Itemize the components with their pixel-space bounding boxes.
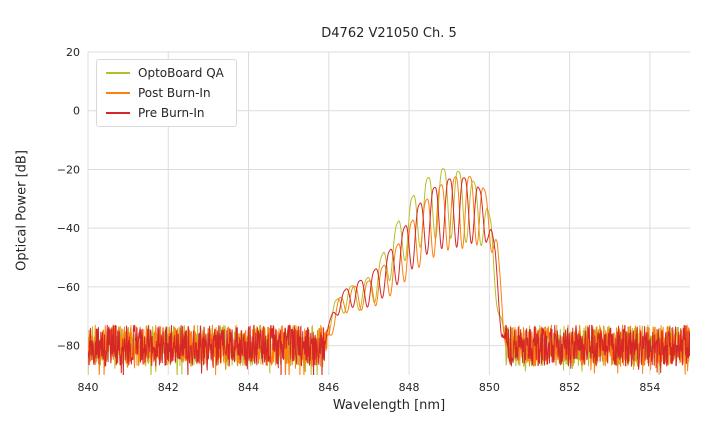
x-tick-label: 852 — [559, 381, 580, 394]
x-axis-label: Wavelength [nm] — [332, 398, 446, 413]
legend-label: Post Burn-In — [138, 86, 211, 100]
y-tick-label: −80 — [57, 340, 80, 353]
series-line — [88, 177, 690, 375]
grid — [87, 51, 690, 375]
y-tick-label: 0 — [73, 105, 80, 118]
y-axis-label: Optical Power [dB] — [14, 150, 30, 271]
legend-label: OptoBoard QA — [138, 66, 224, 80]
x-tick-label: 840 — [78, 381, 99, 394]
legend-item: Post Burn-In — [106, 86, 224, 100]
x-tick-label: 850 — [479, 381, 500, 394]
legend-line-swatch — [106, 72, 130, 74]
legend-item: OptoBoard QA — [106, 66, 224, 80]
x-tick-label: 854 — [639, 381, 660, 394]
legend: OptoBoard QA Post Burn-In Pre Burn-In — [96, 59, 237, 127]
legend-line-swatch — [106, 92, 130, 94]
tick-labels: 840 842 844 846 848 850 852 854 20 0 −20 −40 −60 −80 — [57, 46, 661, 394]
x-tick-label: 846 — [318, 381, 339, 394]
y-tick-label: −40 — [57, 222, 80, 235]
legend-line-swatch — [106, 112, 130, 114]
x-tick-label: 844 — [238, 381, 259, 394]
series-group — [88, 168, 690, 375]
x-tick-label: 848 — [399, 381, 420, 394]
y-tick-label: −60 — [57, 281, 80, 294]
legend-label: Pre Burn-In — [138, 106, 205, 120]
y-tick-label: 20 — [66, 46, 80, 59]
legend-item: Pre Burn-In — [106, 106, 224, 120]
x-tick-label: 842 — [158, 381, 179, 394]
chart-title: D4762 V21050 Ch. 5 — [321, 26, 457, 41]
y-tick-label: −20 — [57, 163, 80, 176]
